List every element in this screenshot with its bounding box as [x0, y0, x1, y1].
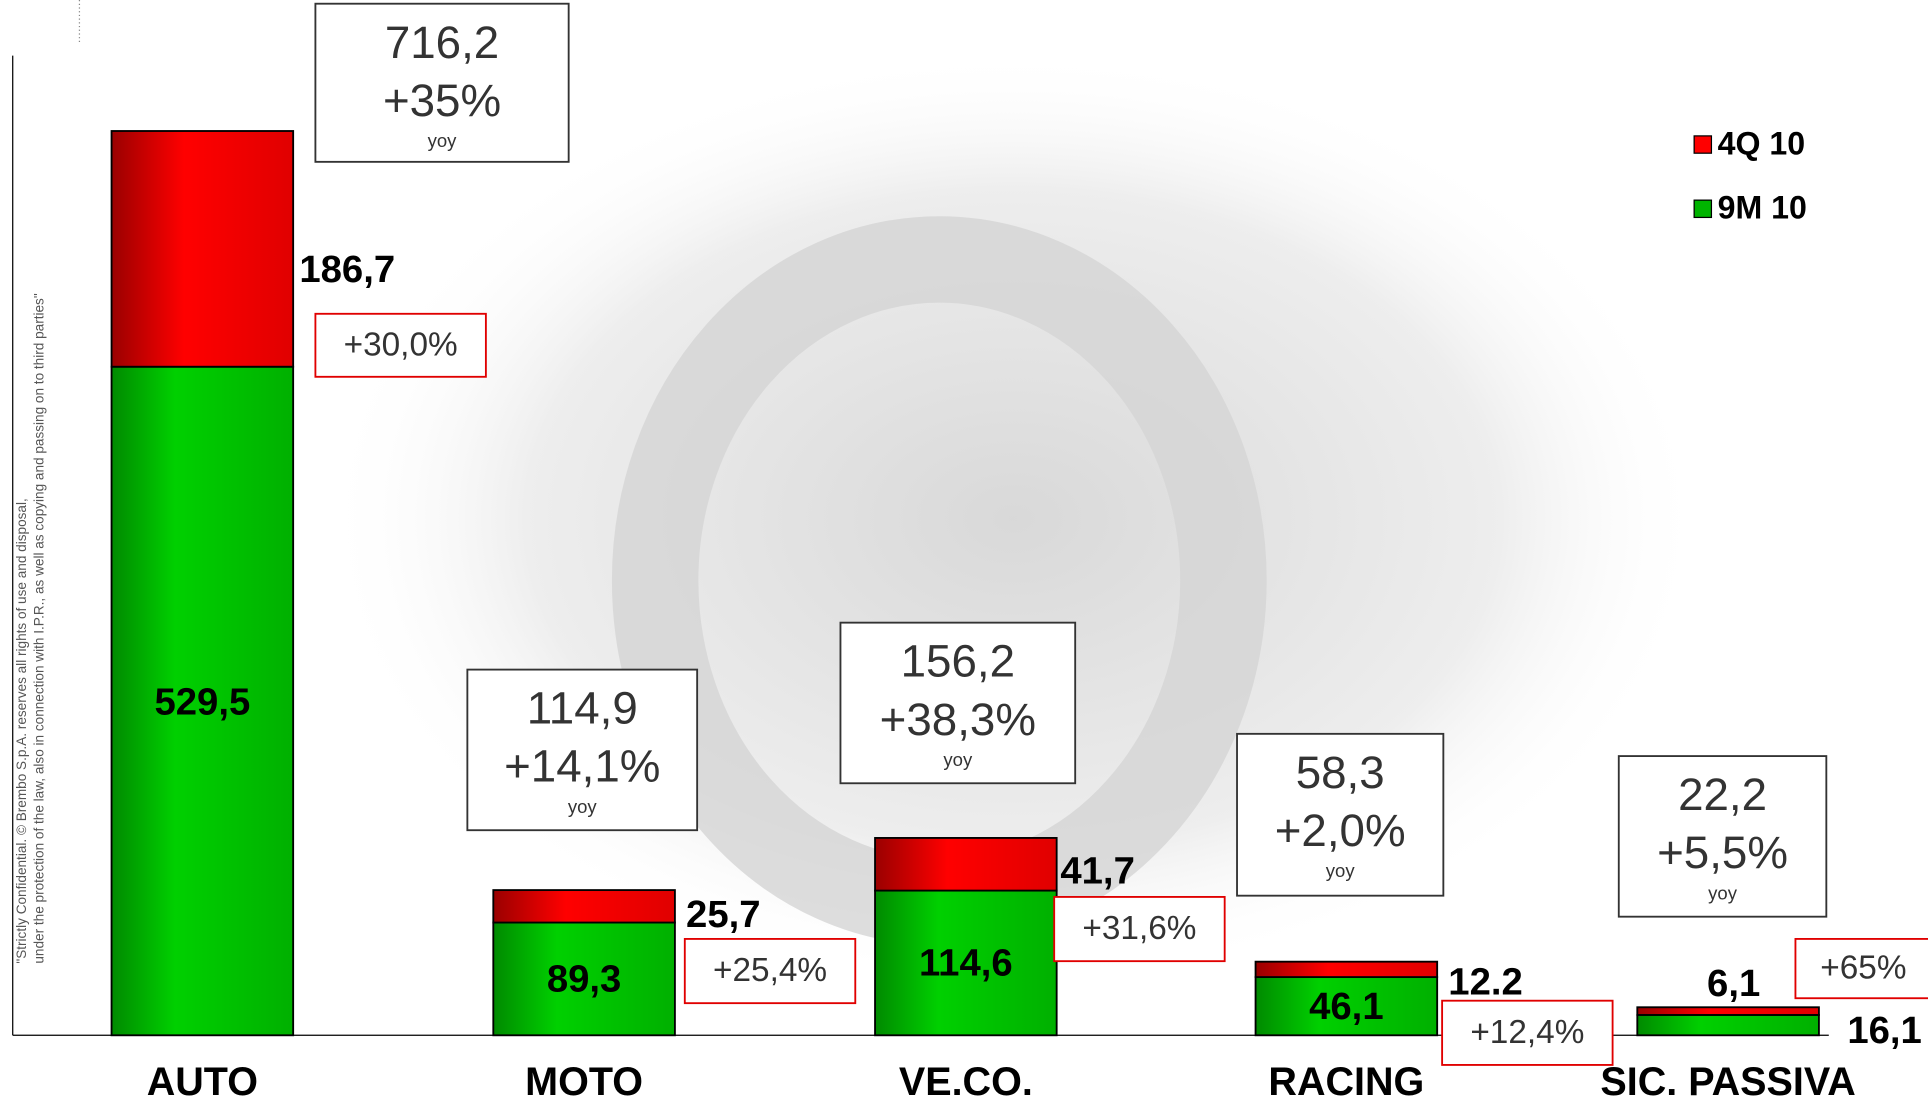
- total-growth: +2,0%: [1275, 805, 1406, 856]
- legend-swatch: [1693, 199, 1713, 219]
- bar-segment: [874, 837, 1058, 892]
- x-tick-label: VE.CO.: [899, 1060, 1033, 1102]
- value-label: 6,1: [1707, 962, 1760, 1005]
- bar-segment: [1254, 960, 1439, 979]
- growth-label: +12,4%: [1470, 1014, 1584, 1051]
- total-box: [839, 621, 1077, 785]
- legend-swatch: [1693, 135, 1713, 154]
- value-label: 25,7: [686, 893, 761, 936]
- total-label: 114,9: [527, 683, 638, 734]
- value-label: 89,3: [547, 957, 622, 1000]
- value-label: 529,5: [154, 680, 250, 723]
- value-label: 12.2: [1448, 961, 1523, 1004]
- bar-segment: [874, 889, 1058, 1037]
- total-box: [1236, 732, 1445, 897]
- legend-label: 4Q 10: [1718, 125, 1805, 161]
- growth-label: +31,6%: [1082, 910, 1196, 947]
- growth-label: +65%: [1820, 950, 1906, 987]
- growth-label: +25,4%: [713, 952, 827, 989]
- growth-box: [1794, 937, 1928, 1000]
- x-tick-label: AUTO: [147, 1060, 258, 1102]
- growth-box: [1441, 999, 1614, 1066]
- total-note: yoy: [568, 796, 598, 817]
- growth-label: +30,0%: [344, 326, 458, 363]
- total-label: 716,2: [385, 17, 499, 68]
- total-growth: +14,1%: [504, 741, 660, 792]
- bar-segment: [1636, 1006, 1820, 1016]
- value-label: 16,1: [1847, 1009, 1922, 1052]
- total-growth: +38,3%: [880, 694, 1036, 745]
- total-note: yoy: [943, 749, 973, 770]
- total-growth: +5,5%: [1657, 827, 1788, 878]
- total-note: yoy: [1326, 860, 1356, 881]
- disclaimer: "Strictly Confidential. © Brembo S.p.A. …: [14, 498, 29, 963]
- x-tick-label: SIC. PASSIVA: [1600, 1060, 1855, 1102]
- total-growth: +35%: [383, 75, 501, 126]
- value-label: 114,6: [919, 942, 1013, 985]
- bar-segment: [1254, 976, 1439, 1037]
- bar-segment: [492, 889, 676, 924]
- growth-box: [683, 937, 857, 1005]
- disclaimer: under the protection of the law, also in…: [31, 293, 46, 963]
- value-label: 186,7: [299, 248, 395, 291]
- bar-segment: [1636, 1014, 1820, 1037]
- x-tick-label: RACING: [1268, 1060, 1424, 1102]
- legend-label: 9M 10: [1718, 190, 1807, 226]
- total-note: yoy: [1708, 882, 1738, 903]
- value-label: 41,7: [1060, 850, 1135, 893]
- value-label: 46,1: [1309, 985, 1384, 1028]
- growth-box: [1053, 895, 1226, 963]
- total-box: [1617, 755, 1828, 918]
- bar-segment: [110, 365, 295, 1037]
- bar-segment: [110, 130, 295, 368]
- total-note: yoy: [428, 130, 458, 151]
- total-box: [314, 2, 570, 163]
- total-label: 22,2: [1678, 769, 1767, 820]
- total-label: 58,3: [1296, 747, 1385, 798]
- total-box: [466, 668, 699, 832]
- total-label: 156,2: [901, 636, 1015, 687]
- x-tick-label: MOTO: [525, 1060, 643, 1102]
- growth-box: [314, 312, 487, 378]
